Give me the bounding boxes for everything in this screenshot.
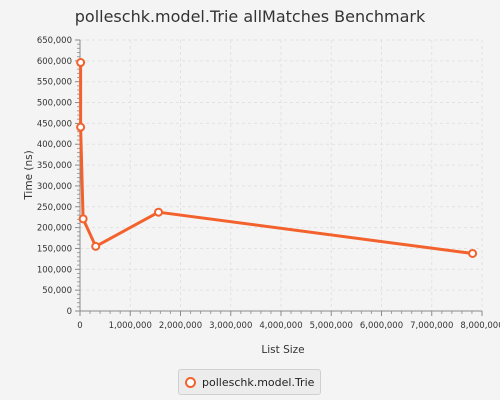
y-axis-label: Time (ns)	[23, 150, 35, 200]
x-tick-label: 6,000,000	[360, 321, 403, 331]
data-point	[78, 214, 88, 224]
x-tick-label: 4,000,000	[259, 321, 302, 331]
y-tick-label: 400,000	[37, 140, 72, 150]
x-tick-label: 3,000,000	[209, 321, 252, 331]
data-point	[76, 58, 86, 68]
y-tick-label: 350,000	[37, 161, 72, 171]
legend: polleschk.model.Trie	[178, 369, 322, 395]
x-tick-label: 2,000,000	[159, 321, 202, 331]
x-tick-label: 5,000,000	[310, 321, 353, 331]
series-line	[79, 62, 473, 255]
x-tick-label: 0	[77, 321, 82, 331]
data-point	[76, 122, 86, 132]
y-tick-label: 150,000	[37, 244, 72, 254]
data-point	[91, 241, 101, 251]
y-tick-label: 100,000	[37, 265, 72, 275]
y-tick-label: 250,000	[37, 203, 72, 213]
y-tick-label: 600,000	[37, 57, 72, 67]
data-point	[154, 207, 164, 217]
y-tick-label: 300,000	[37, 182, 72, 192]
y-tick-label: 450,000	[37, 119, 72, 129]
legend-marker-icon	[185, 376, 196, 388]
y-tick-label: 0	[67, 307, 72, 317]
tick-labels: 0 50,000 100,000 150,000 200,000 250,000 300,0…	[37, 36, 500, 331]
data-point	[468, 248, 478, 258]
y-tick-label: 650,000	[37, 36, 72, 46]
y-tick-label: 200,000	[37, 224, 72, 234]
series-layer	[76, 58, 478, 258]
y-tick-label: 550,000	[37, 78, 72, 88]
legend-label: polleschk.model.Trie	[202, 375, 315, 389]
y-tick-label: 500,000	[37, 99, 72, 109]
grid-lines	[80, 39, 483, 311]
x-tick-label: 8,000,000	[460, 321, 500, 331]
chart-title: polleschk.model.Trie allMatches Benchmar…	[74, 7, 426, 26]
x-axis-label: List Size	[261, 344, 304, 356]
x-tick-label: 7,000,000	[410, 321, 453, 331]
y-tick-label: 50,000	[42, 286, 72, 296]
x-tick-label: 1,000,000	[109, 321, 152, 331]
